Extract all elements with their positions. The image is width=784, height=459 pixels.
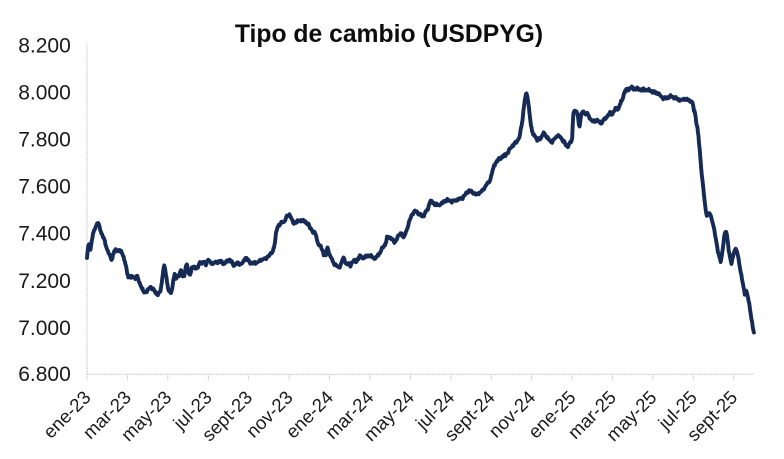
svg-text:Tipo de cambio (USDPYG): Tipo de cambio (USDPYG) (235, 21, 543, 48)
svg-text:7.000: 7.000 (18, 317, 71, 340)
svg-text:7.800: 7.800 (18, 129, 71, 152)
svg-text:7.400: 7.400 (18, 223, 71, 246)
svg-text:8.000: 8.000 (18, 82, 71, 105)
svg-text:7.600: 7.600 (18, 176, 71, 199)
svg-text:8.200: 8.200 (18, 35, 71, 58)
svg-text:6.800: 6.800 (18, 363, 71, 386)
svg-text:7.200: 7.200 (18, 270, 71, 293)
